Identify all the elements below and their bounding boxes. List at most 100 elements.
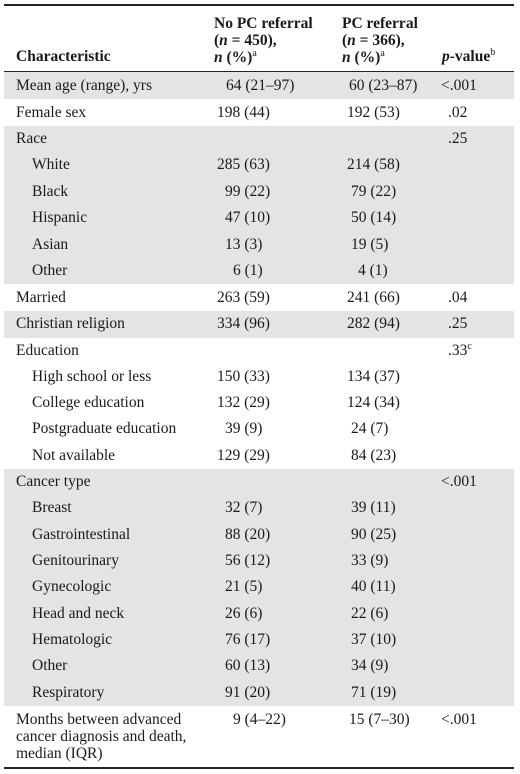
row-label: Respiratory: [32, 684, 105, 701]
table-row: Education .33c: [4, 338, 514, 364]
header-pc-count: = 366),: [355, 32, 405, 49]
header-pc-line1: PC referral: [342, 15, 418, 32]
divider: [4, 284, 514, 285]
bottom-rule: [4, 767, 514, 769]
table-row: Respiratory 91 (20) 71 (19): [4, 680, 514, 706]
cell-no-pc: 99 (22): [225, 183, 271, 200]
cell-pc: 15 (7–30): [349, 711, 410, 728]
row-label: College education: [32, 394, 145, 411]
band-race: [4, 126, 514, 284]
header-no-pc-line3: n (%)a: [214, 49, 313, 67]
p-value-text: <.001: [441, 711, 477, 728]
header-p-footnote: b: [490, 47, 496, 58]
table-row: Cancer type <.001: [4, 469, 514, 495]
table-row: Other 6 (1) 4 (1): [4, 258, 514, 284]
divider: [4, 310, 514, 311]
cell-p-value: .02: [448, 100, 508, 126]
row-label: Not available: [32, 447, 116, 464]
divider: [4, 706, 514, 707]
cell-pc: 24 (7): [351, 420, 389, 437]
cell-no-pc: 6 (1): [233, 262, 263, 279]
header-no-pc-line1: No PC referral: [214, 15, 313, 32]
cell-pc: 124 (34): [347, 394, 400, 411]
cell-pc: 60 (23–87): [349, 77, 418, 94]
cell-no-pc: 56 (12): [225, 552, 271, 569]
header-no-pc-referral: No PC referral (n = 450), n (%)a: [214, 15, 313, 66]
row-label: Gynecologic: [32, 578, 112, 595]
cell-p-value: .33c: [448, 338, 508, 364]
header-pc-n2: n: [342, 49, 351, 66]
cell-pc: 79 (22): [351, 183, 397, 200]
cell-no-pc: 129 (29): [217, 447, 270, 464]
divider: [4, 338, 514, 339]
cell-p-value: <.001: [441, 469, 501, 495]
header-p-var: p: [442, 48, 450, 65]
row-label: Hispanic: [32, 209, 88, 226]
row-label: Cancer type: [16, 473, 91, 490]
header-pc-paren: (: [342, 32, 348, 49]
row-label: Gastrointestinal: [32, 526, 131, 543]
cell-no-pc: 13 (3): [225, 236, 263, 253]
cell-p-value: .25: [448, 311, 508, 337]
cell-no-pc: 64 (21–97): [226, 77, 295, 94]
header-no-pc-count: = 450),: [227, 32, 277, 49]
cell-no-pc: 60 (13): [225, 657, 271, 674]
cell-no-pc: 39 (9): [225, 420, 263, 437]
row-label: Months between advanced cancer diagnosis…: [16, 711, 187, 762]
p-value-text: .02: [448, 104, 468, 121]
cell-no-pc: 334 (96): [217, 315, 270, 332]
cell-pc: 214 (58): [347, 156, 400, 173]
cell-no-pc: 9 (4–22): [233, 711, 286, 728]
cell-pc: 19 (5): [351, 236, 389, 253]
row-label: Mean age (range), yrs: [16, 77, 152, 94]
table-header: Characteristic No PC referral (n = 450),…: [4, 6, 514, 72]
p-value-text: .33: [448, 342, 468, 359]
header-characteristic: Characteristic: [16, 48, 111, 65]
p-value-text: .25: [448, 130, 468, 147]
p-value-text: .04: [448, 289, 468, 306]
table-row: Hispanic 47 (10) 50 (14): [4, 205, 514, 231]
row-label: Hematologic: [32, 631, 113, 648]
cell-no-pc: 263 (59): [217, 289, 270, 306]
table-row: Not available 129 (29) 84 (23): [4, 443, 514, 469]
header-no-pc-n2: n: [214, 49, 223, 66]
data-table: Characteristic No PC referral (n = 450),…: [4, 4, 514, 769]
cell-no-pc: 91 (20): [225, 684, 271, 701]
band-age: [4, 72, 514, 99]
header-p-value: p-valueb: [442, 47, 496, 66]
table-row: Married 263 (59) 241 (66) .04: [4, 285, 514, 311]
table-row: Black 99 (22) 79 (22): [4, 179, 514, 205]
table-row: Gastrointestinal 88 (20) 90 (25): [4, 522, 514, 548]
divider: [4, 125, 514, 126]
row-label: High school or less: [32, 368, 152, 385]
table-row: White 285 (63) 214 (58): [4, 152, 514, 178]
cell-pc: 33 (9): [351, 552, 389, 569]
cell-no-pc: 21 (5): [225, 578, 263, 595]
cell-pc: 40 (11): [351, 578, 396, 595]
cell-pc: 134 (37): [347, 368, 400, 385]
table-row: Genitourinary 56 (12) 33 (9): [4, 548, 514, 574]
table-row: Head and neck 26 (6) 22 (6): [4, 601, 514, 627]
row-label: Head and neck: [32, 605, 125, 622]
divider: [4, 468, 514, 469]
cell-no-pc: 32 (7): [225, 499, 263, 516]
table-row: Breast 32 (7) 39 (11): [4, 495, 514, 521]
top-rule: [4, 4, 514, 6]
row-label: Other: [32, 262, 68, 279]
cell-no-pc: 88 (20): [225, 526, 271, 543]
header-p-label: -value: [449, 48, 491, 65]
cell-pc: 4 (1): [358, 262, 388, 279]
cell-pc: 90 (25): [351, 526, 397, 543]
row-label: Female sex: [16, 104, 87, 121]
header-pc-line2: (n = 366),: [342, 32, 418, 49]
header-pc-n: n: [347, 32, 356, 49]
row-label: Genitourinary: [32, 552, 119, 569]
row-label: Other: [32, 657, 68, 674]
cell-no-pc: 47 (10): [225, 209, 271, 226]
divider: [4, 99, 514, 100]
cell-no-pc: 76 (17): [225, 631, 271, 648]
p-value-text: .25: [448, 315, 468, 332]
p-value-text: <.001: [441, 473, 477, 490]
cell-pc: 282 (94): [347, 315, 400, 332]
cell-pc: 192 (53): [347, 104, 400, 121]
